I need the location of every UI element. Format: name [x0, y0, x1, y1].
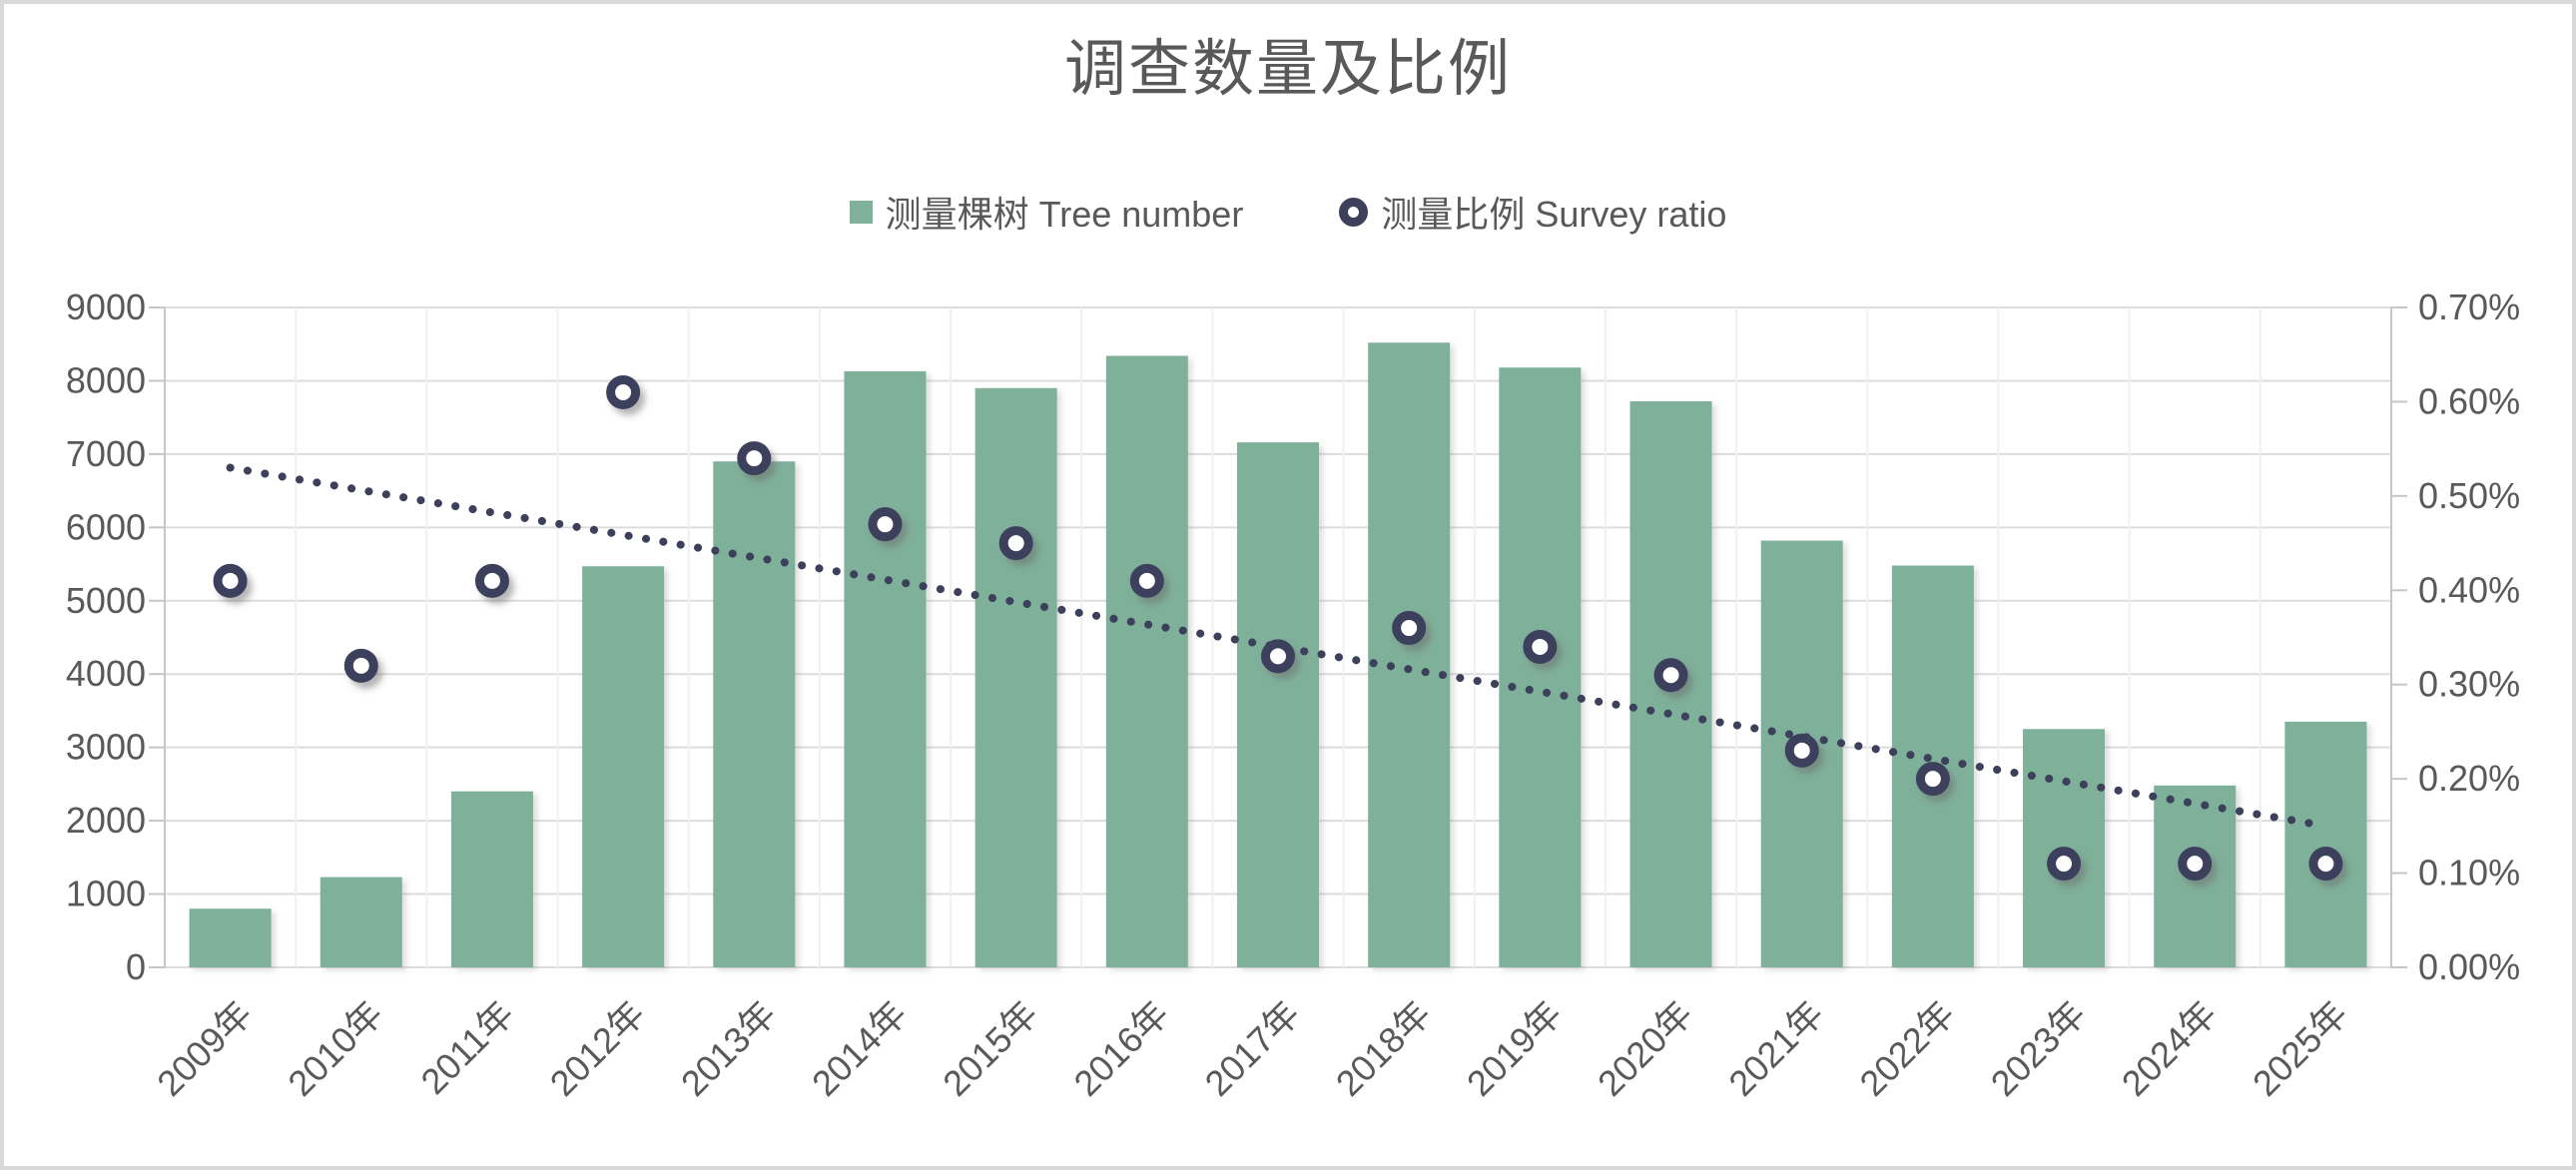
left-axis-label: 6000 [66, 506, 146, 547]
right-axis-label: 0.20% [2418, 758, 2520, 799]
right-axis-label: 0.50% [2418, 475, 2520, 516]
right-axis-label: 0.30% [2418, 664, 2520, 705]
x-axis-label-2013年: 2013年 [673, 993, 784, 1104]
left-axis-label: 3000 [66, 727, 146, 768]
bar-2014年 [844, 370, 927, 967]
x-axis-label-2018年: 2018年 [1328, 993, 1439, 1104]
marker-2021年 [1784, 733, 1819, 768]
x-axis-label-2017年: 2017年 [1197, 993, 1308, 1104]
x-axis-label-2025年: 2025年 [2245, 993, 2355, 1104]
bar-2015年 [974, 387, 1057, 967]
left-axis-label: 8000 [66, 359, 146, 400]
x-axis-label-2024年: 2024年 [2114, 993, 2225, 1104]
x-axis-label-2019年: 2019年 [1459, 993, 1570, 1104]
marker-2025年 [2308, 847, 2343, 881]
bar-2025年 [2284, 721, 2367, 967]
x-axis-label-2012年: 2012年 [542, 993, 653, 1104]
left-axis-label: 9000 [66, 287, 146, 327]
x-axis-label-2021年: 2021年 [1720, 993, 1831, 1104]
marker-2016年 [1129, 563, 1164, 598]
x-axis-label-2020年: 2020年 [1590, 993, 1700, 1104]
marker-2013年 [737, 441, 772, 476]
left-axis-label: 1000 [66, 874, 146, 914]
bar-2009年 [189, 908, 272, 967]
bar-2013年 [713, 461, 796, 967]
x-axis-label-2023年: 2023年 [1983, 993, 2094, 1104]
bar-2019年 [1499, 367, 1582, 967]
marker-2010年 [343, 648, 378, 683]
marker-2024年 [2178, 847, 2213, 881]
right-axis-label: 0.60% [2418, 380, 2520, 421]
right-axis-label: 0.00% [2418, 946, 2520, 987]
right-axis-label: 0.10% [2418, 853, 2520, 893]
legend-item-tree-number: 测量棵树 Tree number [849, 186, 1244, 238]
right-axis-label: 0.40% [2418, 569, 2520, 610]
chart-legend: 测量棵树 Tree number 测量比例 Survey ratio [0, 186, 2576, 238]
legend-label-tree-number: 测量棵树 Tree number [885, 194, 1244, 235]
trendline-dotted [226, 463, 2330, 831]
bar-swatch-icon [849, 200, 873, 224]
bar-2016年 [1105, 355, 1188, 967]
ring-swatch-icon [1339, 197, 1369, 227]
marker-2019年 [1523, 629, 1558, 664]
x-axis-label-2015年: 2015年 [935, 993, 1045, 1104]
x-axis-label-2011年: 2011年 [412, 993, 521, 1102]
left-axis-label: 2000 [66, 800, 146, 841]
marker-2014年 [868, 507, 903, 542]
x-axis-label-2014年: 2014年 [804, 993, 915, 1104]
x-axis-label-2010年: 2010年 [280, 993, 390, 1104]
marker-2015年 [998, 526, 1033, 561]
chart-title: 调查数量及比例 [1063, 35, 1512, 104]
bar-2017年 [1237, 442, 1319, 967]
left-axis-label: 4000 [66, 653, 146, 694]
right-axis-label: 0.70% [2418, 287, 2520, 327]
marker-2012年 [606, 374, 641, 409]
marker-2023年 [2047, 847, 2082, 881]
marker-2009年 [213, 563, 248, 598]
legend-item-survey-ratio: 测量比例 Survey ratio [1339, 186, 1726, 238]
marker-2011年 [474, 563, 509, 598]
x-axis-label-2009年: 2009年 [149, 993, 260, 1104]
bar-2010年 [320, 877, 402, 967]
marker-2018年 [1392, 611, 1427, 646]
bar-2011年 [450, 791, 533, 967]
left-axis-label: 7000 [66, 433, 146, 474]
left-axis-label: 0 [126, 946, 146, 987]
marker-2020年 [1653, 658, 1688, 693]
bar-2012年 [582, 566, 665, 967]
marker-2017年 [1261, 639, 1295, 674]
marker-2022年 [1915, 762, 1950, 797]
x-axis-label-2016年: 2016年 [1065, 993, 1176, 1104]
left-axis-label: 5000 [66, 580, 146, 621]
legend-label-survey-ratio: 测量比例 Survey ratio [1381, 194, 1727, 235]
bar-2018年 [1368, 342, 1451, 968]
x-axis-label-2022年: 2022年 [1851, 993, 1962, 1104]
